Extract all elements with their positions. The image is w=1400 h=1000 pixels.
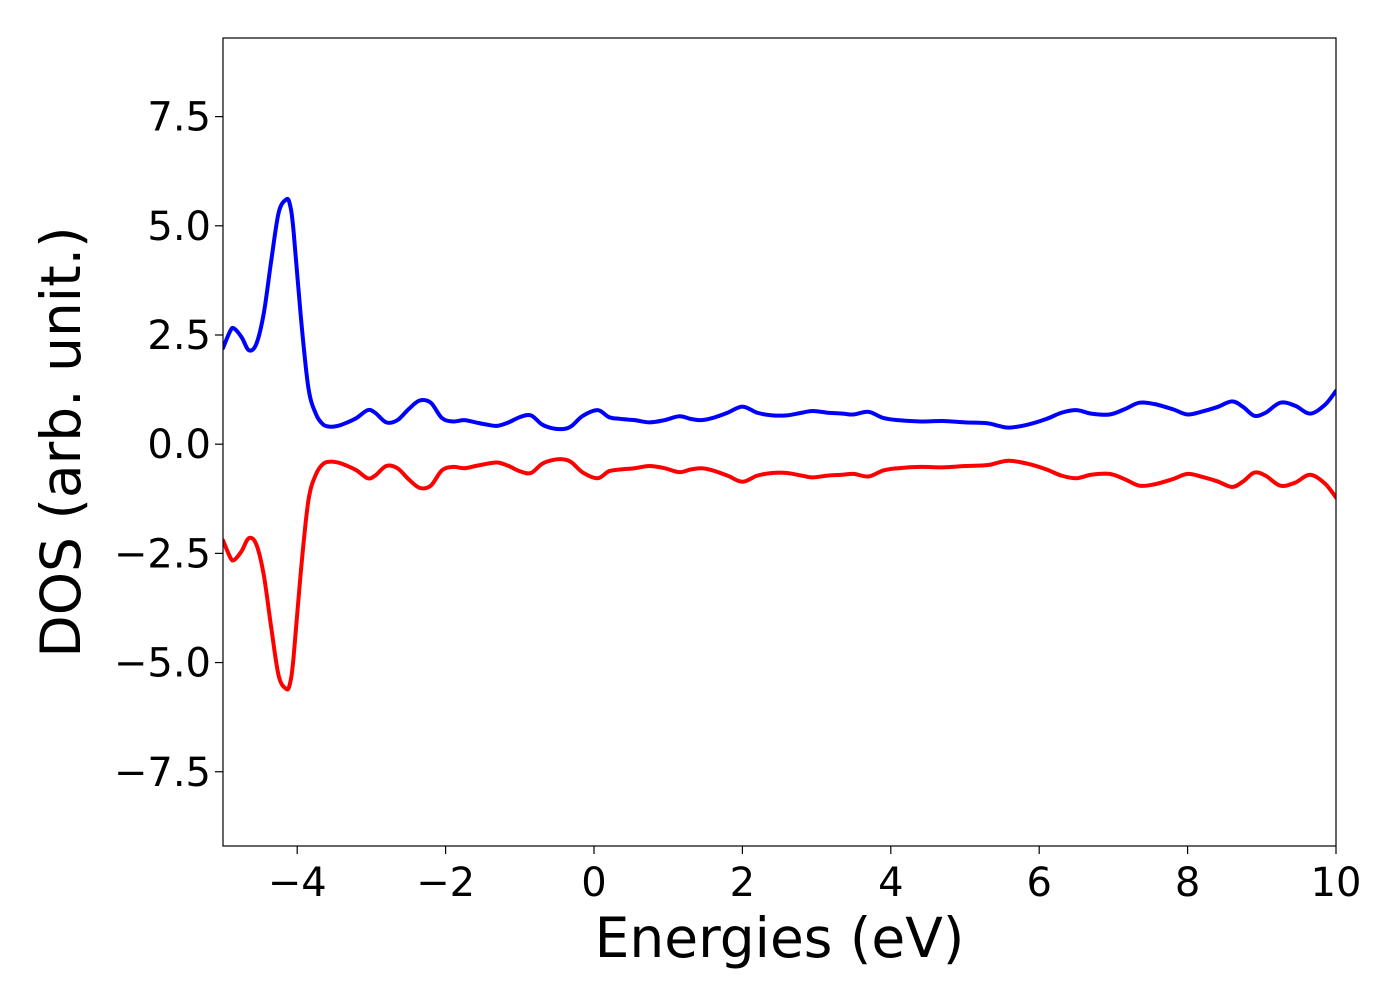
y-tick-label: 7.5: [147, 95, 211, 141]
y-tick-label: −2.5: [114, 531, 211, 577]
y-axis-title: DOS (arb. unit.): [29, 226, 93, 657]
x-tick-label: 2: [730, 860, 755, 906]
x-tick-label: 4: [878, 860, 903, 906]
x-tick-label: −4: [268, 860, 327, 906]
x-tick-label: 6: [1026, 860, 1051, 906]
x-tick-label: 8: [1175, 860, 1200, 906]
y-axis-ticks: 7.5 5.0 2.5 0.0 −2.5 −5.0 −7.5: [114, 95, 223, 796]
y-tick-label: 2.5: [147, 313, 211, 359]
series-layer: [223, 196, 1336, 692]
plot-frame: [222, 37, 1337, 847]
y-tick-label: 5.0: [147, 204, 211, 250]
y-tick-label: 0.0: [147, 422, 211, 468]
x-tick-label: −2: [416, 860, 475, 906]
x-axis-ticks: −4 −2 0 2 4 6 8 10: [268, 846, 1362, 906]
y-tick-label: −7.5: [114, 750, 211, 796]
y-tick-label: −5.0: [114, 641, 211, 687]
series-line-2: [223, 457, 1336, 692]
x-axis-title: Energies (eV): [595, 906, 965, 970]
series-line-1: [223, 196, 1336, 432]
x-tick-label: 10: [1311, 860, 1362, 906]
x-tick-label: 0: [581, 860, 606, 906]
